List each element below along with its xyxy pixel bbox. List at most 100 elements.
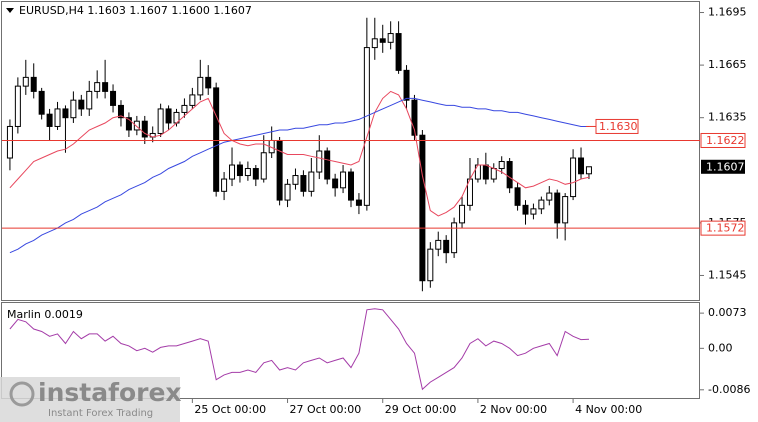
- x-tick-label: 27 Oct 00:00: [290, 403, 362, 416]
- candle-body: [482, 164, 489, 180]
- candle-body: [125, 117, 132, 131]
- plot-layer: 1.16951.16651.16351.15751.15451.16221.15…: [2, 6, 750, 416]
- candle-body: [411, 99, 418, 136]
- candle-body: [427, 248, 434, 282]
- candle-body: [316, 150, 323, 173]
- candle-body: [562, 196, 569, 224]
- candle-body: [419, 134, 426, 282]
- candle-body: [62, 108, 69, 119]
- candle-body: [110, 90, 117, 106]
- menu-arrow: [6, 8, 14, 13]
- watermark-brand: instaforex: [38, 378, 182, 407]
- level-label: 1.1572: [706, 222, 745, 235]
- candle-body: [236, 164, 243, 177]
- last-price-label: 1.1607: [706, 160, 745, 173]
- candle-body: [252, 168, 259, 180]
- candle-body: [213, 87, 220, 192]
- candle-body: [348, 171, 354, 201]
- candle-body: [522, 204, 529, 215]
- candle-body: [157, 108, 164, 134]
- candle-body: [244, 168, 251, 177]
- candle-body: [506, 161, 513, 189]
- candle-body: [332, 178, 339, 189]
- candle-body: [371, 38, 378, 49]
- candle-body: [308, 171, 315, 192]
- candle-body: [435, 239, 442, 250]
- candle-body: [54, 108, 61, 127]
- candle-body: [363, 47, 370, 206]
- candle-body: [165, 108, 172, 124]
- candle-body: [292, 175, 299, 185]
- candle-body: [530, 208, 537, 215]
- candle-body: [403, 69, 410, 101]
- candle-body: [570, 157, 577, 198]
- line-series: [9, 308, 590, 391]
- main-frame: [1, 1, 700, 301]
- candle-body: [181, 104, 188, 113]
- candle-body: [585, 166, 592, 175]
- candle-body: [395, 33, 402, 71]
- candle-body: [133, 120, 140, 131]
- y-tick-label: 1.1665: [708, 58, 747, 71]
- candle-body: [14, 85, 21, 127]
- candle-body: [451, 222, 458, 254]
- line-series: [9, 97, 589, 254]
- candle-body: [6, 125, 13, 159]
- chart-title: EURUSD,H4 1.1603 1.1607 1.1600 1.1607: [19, 4, 252, 17]
- candle-body: [490, 168, 497, 180]
- candle-body: [78, 99, 85, 110]
- y-tick-label: 0.0073: [708, 306, 747, 319]
- candle-body: [443, 239, 450, 254]
- line-series: [9, 90, 590, 217]
- level-label-box: [700, 220, 746, 236]
- candle-body: [355, 199, 362, 206]
- candle-body: [70, 99, 77, 119]
- indicator-title: Marlin 0.0019: [7, 308, 83, 321]
- y-tick-label: 1.1695: [708, 6, 747, 19]
- candle-body: [117, 104, 124, 119]
- y-tick-label: 0.00: [708, 341, 733, 354]
- candle-body: [300, 175, 307, 192]
- indicator-frame: [1, 302, 700, 399]
- candle-body: [189, 94, 196, 106]
- annotation-label: 1.1630: [599, 120, 638, 133]
- level-label: 1.1622: [706, 134, 745, 147]
- candle-body: [387, 33, 394, 43]
- x-tick-label: 29 Oct 00:00: [385, 403, 457, 416]
- candle-body: [284, 183, 291, 201]
- candle-body: [578, 157, 585, 175]
- watermark-icon: [9, 381, 35, 407]
- candle-body: [102, 82, 109, 92]
- candle-body: [554, 192, 561, 224]
- candle-body: [38, 90, 45, 115]
- candle-body: [340, 171, 347, 189]
- candle-body: [459, 204, 466, 224]
- candle-body: [546, 192, 553, 201]
- candle-body: [514, 187, 521, 206]
- candle-body: [276, 139, 283, 201]
- y-tick-label: 1.1545: [708, 268, 747, 281]
- candle-body: [141, 120, 148, 138]
- watermark: instaforex Instant Forex Trading: [0, 377, 182, 422]
- candle-body: [498, 161, 505, 170]
- candle-body: [379, 38, 386, 43]
- x-tick-label: 4 Nov 00:00: [575, 403, 642, 416]
- candle-body: [46, 113, 53, 127]
- watermark-tagline: Instant Forex Trading: [48, 408, 153, 419]
- x-tick-label: 25 Oct 00:00: [194, 403, 266, 416]
- x-tick-label: 2 Nov 00:00: [480, 403, 547, 416]
- candle-body: [221, 178, 228, 192]
- candle-body: [205, 76, 212, 89]
- candle-body: [86, 90, 93, 110]
- y-tick-label: -0.0086: [708, 383, 750, 396]
- candle-body: [229, 164, 236, 180]
- candle-body: [94, 82, 101, 92]
- candle-body: [30, 76, 37, 92]
- level-label-box: [700, 132, 746, 148]
- annotation-box: [595, 118, 639, 134]
- candle-body: [538, 199, 545, 210]
- candle-body: [260, 152, 267, 180]
- last-price-box: [701, 159, 745, 174]
